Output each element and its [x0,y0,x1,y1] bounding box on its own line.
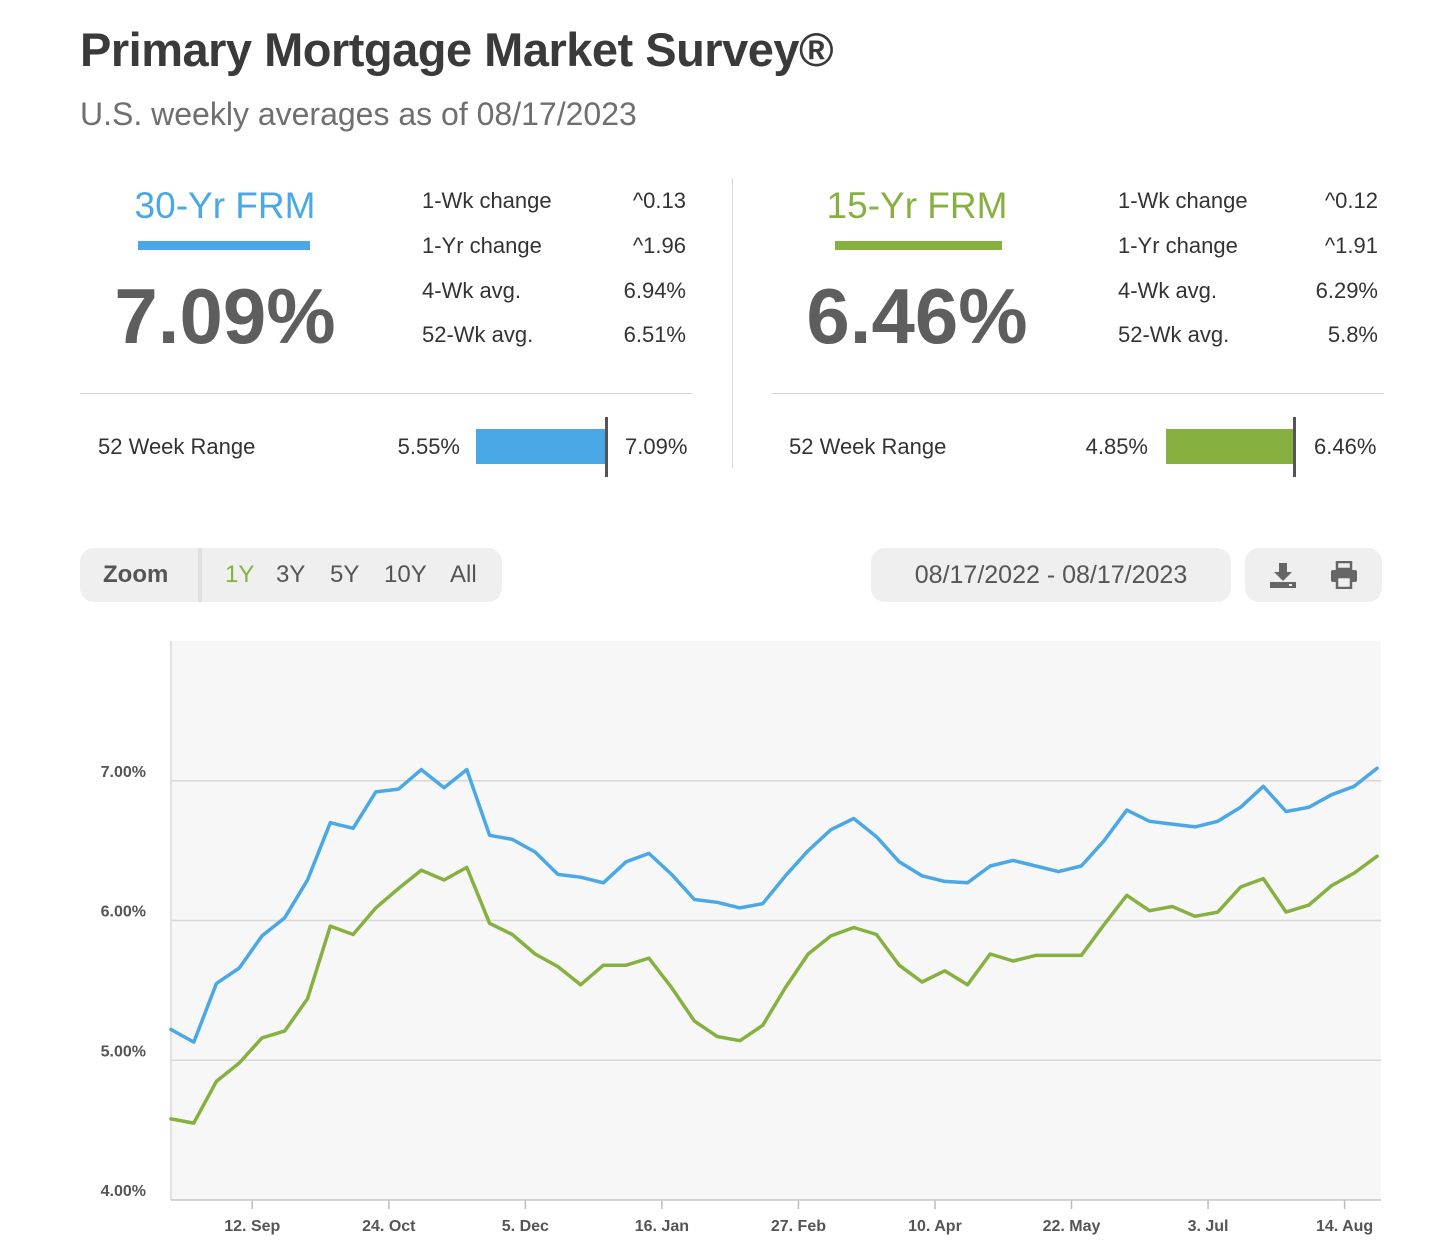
zoom-all-button[interactable]: All [450,561,477,588]
frm30-stat-label: 1-Wk change [422,188,552,213]
frm30-range-bar [476,429,608,464]
zoom-10y-button[interactable]: 10Y [384,561,427,588]
frm30-range-label: 52 Week Range [98,434,256,459]
y-axis-labels: 4.00% 5.00% 6.00% 7.00% [101,764,146,1200]
frm30-stat-value: ^0.13 [632,188,686,213]
frm15-divider [772,393,1384,394]
x-tick-label: 5. Dec [502,1218,549,1235]
x-tick-label: 24. Oct [362,1218,416,1235]
frm15-range-fill [1166,429,1294,464]
frm15-stat-value: ^1.91 [1324,233,1378,258]
frm15-range-high: 6.46% [1314,434,1377,459]
zoom-bar: Zoom 1Y 3Y 5Y 10Y All [80,548,502,602]
frm15-name: 15-Yr FRM [826,185,1008,226]
y-tick-label: 7.00% [101,764,146,781]
frm15-range-bar [1166,429,1294,464]
y-tick-label: 4.00% [101,1183,146,1200]
frm30-stat-value: 6.94% [623,278,686,303]
frm15-rate: 6.46% [806,272,1028,360]
frm30-range-high: 7.09% [625,434,688,459]
frm30-stat-value: 6.51% [623,322,686,347]
zoom-3y-button[interactable]: 3Y [276,561,306,588]
frm15-stat-label: 52-Wk avg. [1118,322,1230,347]
print-icon[interactable] [1330,561,1358,589]
x-tick-label: 10. Apr [908,1218,962,1235]
frm30-range-marker [605,417,608,477]
frm15-stat-label: 1-Wk change [1118,188,1248,213]
x-tick-label: 3. Jul [1188,1218,1229,1235]
x-tick-label: 14. Aug [1316,1218,1373,1235]
panel-divider [732,178,733,468]
frm15-range-marker [1293,417,1296,477]
frm30-range-low: 5.55% [397,434,460,459]
series-line-30yr [169,766,1379,1044]
x-tick-label: 27. Feb [771,1218,826,1235]
series-line-15yr [169,854,1379,1125]
x-axis-labels: 12. Sep 24. Oct 5. Dec 16. Jan 27. Feb 10. Ap… [171,1199,1381,1235]
frm30-panel: 30-Yr FRM 7.09% 1-Wk change ^0.13 1-Yr c… [80,175,692,477]
frm30-stat-label: 4-Wk avg. [422,278,522,303]
frm30-rate: 7.09% [114,272,336,360]
zoom-separator [198,548,202,602]
zoom-1y-button[interactable]: 1Y [225,561,255,588]
zoom-5y-button[interactable]: 5Y [330,561,360,588]
frm30-stat-label: 1-Yr change [422,233,542,258]
frm15-stat-value: ^0.12 [1324,188,1378,213]
frm15-range-low: 4.85% [1085,434,1148,459]
x-tick-label: 12. Sep [224,1218,280,1235]
frm15-stat-label: 1-Yr change [1118,233,1238,258]
frm30-stat-value: ^1.96 [632,233,686,258]
frm15-stat-label: 4-Wk avg. [1118,278,1218,303]
frm15-stat-value: 5.8% [1327,322,1378,347]
chart-tools [1245,548,1382,602]
frm15-underline [835,241,1002,250]
frm30-divider [80,393,692,394]
page-subtitle: U.S. weekly averages as of 08/17/2023 [80,96,637,132]
rate-chart: 4.00% 5.00% 6.00% 7.00% 12. Sep 24. Oct 5. De… [101,641,1381,1235]
date-range-display[interactable]: 08/17/2022 - 08/17/2023 [871,548,1231,602]
frm30-stat-label: 52-Wk avg. [422,322,534,347]
frm15-stat-value: 6.29% [1315,278,1378,303]
frm15-range-label: 52 Week Range [789,434,947,459]
series-lines [169,766,1379,1125]
frm30-underline [138,241,310,250]
page-title: Primary Mortgage Market Survey® [80,23,834,76]
x-tick-label: 16. Jan [635,1218,689,1235]
frm30-range-fill [476,429,608,464]
x-tick-label: 22. May [1043,1218,1101,1235]
frm30-name: 30-Yr FRM [134,185,316,226]
zoom-label: Zoom [103,561,169,588]
y-tick-label: 5.00% [101,1043,146,1060]
download-icon[interactable] [1269,561,1297,589]
frm15-panel: 15-Yr FRM 6.46% 1-Wk change ^0.12 1-Yr c… [772,175,1384,477]
y-tick-label: 6.00% [101,904,146,921]
